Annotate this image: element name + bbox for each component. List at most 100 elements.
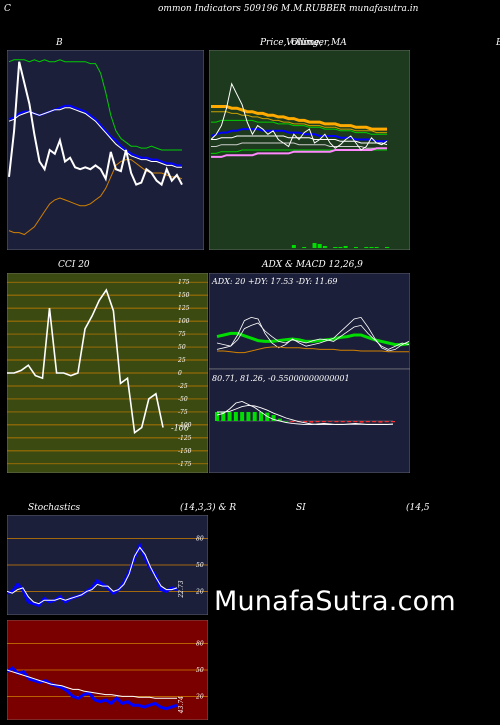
stoch-d-line: [7, 546, 178, 605]
rsi-params: (14,5: [406, 503, 430, 513]
macd-hist-bar: [215, 412, 219, 421]
volume-bar: [302, 247, 307, 248]
price-bollinger-title: Ollinger,: [291, 38, 331, 48]
stoch-last-value: 22.73: [178, 580, 185, 598]
cci-tick-label: 50: [178, 344, 186, 351]
stoch-title: Stochastics: [28, 503, 81, 513]
adx-minus_di-line: [216, 322, 410, 350]
watermark: MunafaSutra.com: [214, 586, 456, 617]
macd-hist-bar: [347, 421, 351, 423]
bollinger-ma-line: [8, 107, 182, 168]
price-panel: [209, 50, 410, 250]
macd-hist-bar: [315, 421, 320, 423]
cci-tick-label: 100: [178, 318, 190, 325]
adx-adx-line: [216, 331, 410, 347]
stoch-chart: 80 50 20 22.73: [7, 515, 208, 615]
macd-hist-bar: [233, 412, 238, 421]
volume-bar: [374, 247, 379, 248]
macd-hist-bar: [284, 421, 289, 422]
volume-bar: [343, 246, 348, 248]
rsi-rsi_white-line: [7, 669, 177, 699]
macd-hist-bar: [221, 412, 226, 421]
macd-hist-bar: [227, 412, 232, 421]
cci-tick-label: -75: [178, 409, 188, 416]
macd-signal-line: [217, 404, 393, 426]
rsi-tick-label: 50: [196, 667, 204, 674]
stoch-tick-label: 80: [196, 536, 204, 543]
volume-bar: [312, 243, 317, 248]
cci-tick-label: 0: [178, 370, 182, 377]
cci-tick-label: 25: [177, 357, 186, 364]
adx-dx_orange-line: [217, 346, 409, 354]
volume-bar: [364, 247, 369, 248]
volume-bar: [322, 246, 327, 248]
macd-hist-bar: [309, 421, 314, 423]
cci-last-value: -106: [171, 423, 189, 432]
volume-bar: [333, 247, 338, 248]
macd-hist-bar: [372, 421, 377, 423]
volume-bar: [369, 247, 374, 248]
cci-title: CCI 20: [58, 260, 90, 270]
macd-hist-bar: [365, 421, 370, 423]
price-right-title: B: [496, 38, 500, 48]
macd-hist-bar: [359, 421, 364, 423]
bollinger-upper-line: [8, 59, 182, 151]
rsi-tick-label: 20: [195, 693, 204, 700]
price-ma_orange-line: [211, 105, 387, 131]
cci-panel: 175 150 125 100 75 50 25 0 -25 -50 -75 -100 -125 -150…: [7, 273, 208, 473]
cci-chart: 175 150 125 100 75 50 25 0 -25 -50 -75 -100 -125 -150…: [7, 273, 208, 473]
price-chart: [209, 50, 410, 250]
volume-bar: [385, 247, 389, 248]
macd-hist-bar: [334, 421, 339, 423]
macd-hist-bar: [246, 412, 251, 421]
adx-bg: [209, 273, 410, 370]
macd-hist-bar: [290, 421, 295, 423]
volume-bar: [317, 244, 322, 248]
adx-macd-panel: ADX: 20 +DY: 17.53 -DY: 11.69 80.71, 81.2…: [209, 273, 410, 473]
cci-tick-label: 150: [178, 292, 190, 299]
macd-hist-bar: [252, 412, 257, 421]
price-ma_pink-line: [211, 147, 387, 158]
macd-hist-bar: [303, 421, 307, 423]
cci-tick-label: -100: [178, 422, 192, 429]
header-title: ommon Indicators 509196 M.M.RUBBER munaf…: [158, 4, 419, 14]
macd-hist-bar: [240, 412, 245, 421]
macd-hist-bar: [340, 421, 345, 423]
macd-hist-bar: [391, 421, 395, 423]
price-bb_upper-line: [211, 119, 387, 135]
macd-hist-bar: [353, 421, 358, 423]
adx-values-label: ADX: 20 +DY: 17.53 -DY: 11.69: [211, 277, 338, 286]
price-ma_white2-line: [211, 142, 387, 149]
rsi-tick-label: 80: [196, 641, 204, 648]
macd-hist-bar: [271, 415, 276, 421]
rsi-rsi_blue-line: [7, 666, 178, 711]
bollinger-price-line: [8, 61, 183, 187]
cci-tick-label: 125: [178, 305, 190, 312]
price-volume-title: Volume,: [286, 38, 323, 48]
price-ma-title: MA: [331, 38, 347, 48]
price-price-line: [210, 82, 388, 151]
cci-tick-label: -125: [178, 435, 192, 442]
stoch-k-line: [7, 541, 178, 608]
cci-tick-label: 75: [178, 331, 186, 338]
stoch-params: (14,3,3) & R: [180, 503, 237, 513]
cci-tick-label: -175: [178, 461, 192, 468]
price-ma_white-line: [211, 135, 388, 146]
volume-bar: [291, 245, 296, 248]
rsi-title: SI: [296, 503, 306, 513]
macd-hist-bar: [328, 421, 333, 422]
rsi-last-value: 43.74: [178, 696, 185, 714]
stoch-tick-label: 20: [195, 588, 204, 595]
macd-hist-bar: [259, 412, 263, 421]
rsi-panel: 80 50 20 43.74: [7, 620, 208, 720]
cci-line: [7, 288, 164, 435]
bollinger-lower-line: [8, 159, 183, 236]
bollinger-panel: [7, 50, 204, 250]
stoch-panel: 80 50 20 22.73: [7, 515, 208, 615]
macd-values-label: 80.71, 81.26, -0.55000000000001: [212, 374, 350, 383]
bollinger-title: B: [56, 38, 63, 48]
cci-tick-label: 175: [178, 279, 190, 286]
volume-bar: [338, 247, 343, 248]
macd-hist-bar: [384, 421, 389, 423]
